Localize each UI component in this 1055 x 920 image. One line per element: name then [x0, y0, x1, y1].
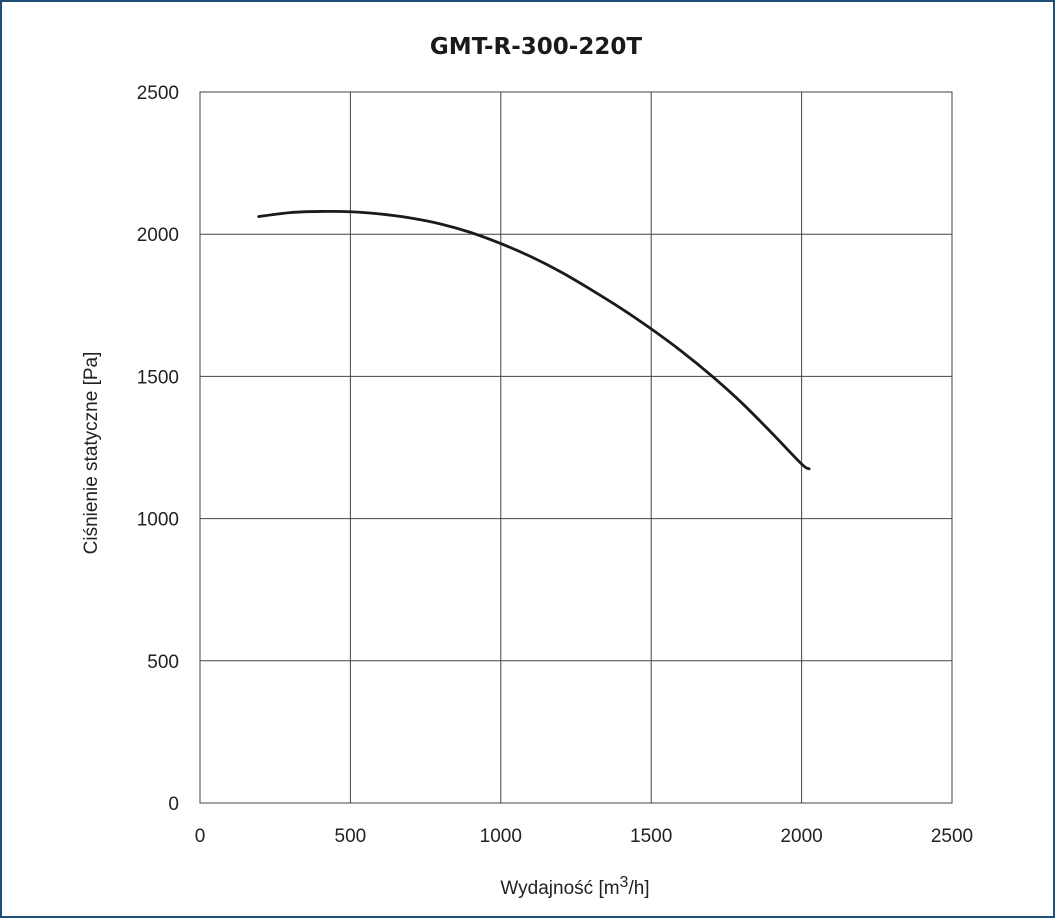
chart-title: GMT-R-300-220T [430, 34, 642, 60]
x-tick-labels: 0 500 1000 1500 2000 2500 [195, 826, 973, 847]
y-tick-label: 2000 [137, 225, 179, 246]
y-tick-labels: 0 500 1000 1500 2000 2500 [137, 83, 179, 815]
series-group [257, 209, 811, 471]
x-tick-label: 500 [335, 826, 367, 847]
y-tick-label: 1500 [137, 367, 179, 388]
x-tick-label: 2500 [931, 826, 973, 847]
y-axis-label: Ciśnienie statyczne [Pa] [81, 352, 102, 555]
series-line-0 [257, 209, 811, 471]
y-tick-label: 1000 [137, 510, 179, 531]
grid-lines [199, 91, 953, 804]
x-axis-label: Wydajność [m3/h] [500, 874, 649, 899]
x-axis-label-sup: 3 [620, 874, 629, 891]
y-tick-label: 0 [168, 794, 179, 815]
x-axis-label-main: Wydajność [m [500, 878, 619, 899]
y-tick-label: 500 [147, 652, 179, 673]
x-tick-label: 2000 [780, 826, 822, 847]
x-tick-label: 1500 [630, 826, 672, 847]
x-axis-label-tail: /h] [628, 878, 649, 899]
x-tick-label: 1000 [480, 826, 522, 847]
plot-area [199, 91, 953, 804]
y-tick-label: 2500 [137, 83, 179, 104]
x-tick-label: 0 [195, 826, 206, 847]
